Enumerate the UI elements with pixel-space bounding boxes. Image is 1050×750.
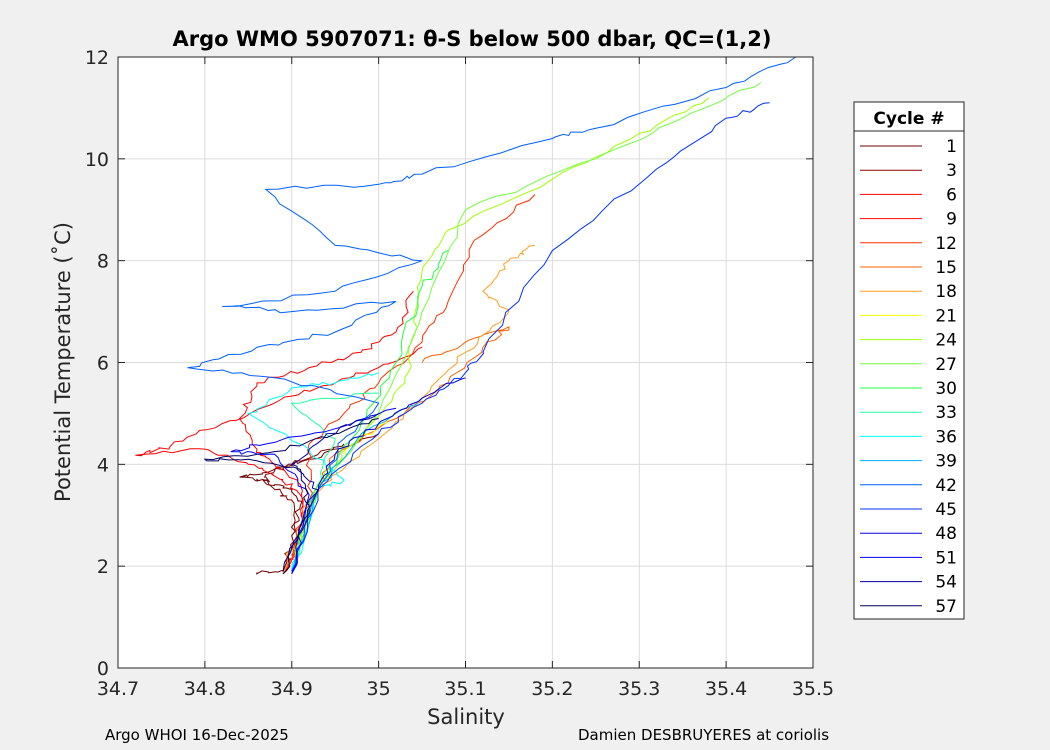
legend-label-cycle-42: 42 [935, 476, 957, 496]
x-tick-label: 35.3 [618, 678, 660, 700]
legend-label-cycle-21: 21 [935, 306, 957, 326]
legend-label-cycle-36: 36 [935, 427, 957, 447]
series-line-cycle-6 [135, 346, 423, 575]
y-tick-label: 8 [97, 251, 109, 273]
legend-label-cycle-1: 1 [946, 137, 957, 157]
legend-label-cycle-9: 9 [946, 210, 957, 230]
legend-label-cycle-27: 27 [935, 355, 957, 375]
legend-label-cycle-48: 48 [935, 524, 957, 544]
x-tick-label: 35.4 [705, 678, 747, 700]
series-line-cycle-57 [203, 418, 379, 575]
y-axis-label: Potential Temperature (˚C) [51, 222, 75, 502]
y-tick-label: 6 [97, 353, 109, 375]
x-tick-label: 35 [367, 678, 391, 700]
series-line-cycle-9 [238, 290, 414, 575]
y-tick-label: 4 [97, 454, 109, 476]
legend-label-cycle-3: 3 [946, 161, 957, 181]
legend-label-cycle-54: 54 [935, 573, 957, 593]
series-line-cycle-48 [291, 377, 466, 575]
series-line-cycle-36 [246, 372, 379, 572]
y-tick-label: 0 [97, 658, 109, 680]
legend-label-cycle-6: 6 [946, 185, 957, 205]
series-line-cycle-45 [291, 102, 770, 572]
y-tick-label: 2 [97, 556, 109, 578]
x-tick-label: 34.8 [184, 678, 226, 700]
x-tick-label: 35.1 [444, 678, 486, 700]
legend-label-cycle-51: 51 [935, 548, 957, 568]
legend-title: Cycle # [873, 109, 944, 129]
legend-label-cycle-15: 15 [935, 258, 957, 278]
legend-label-cycle-45: 45 [935, 500, 957, 520]
axis-ticks: 34.7 34.8 34.9 35 35.1 35.2 35.3 35.4 35.5 0 2 4 6 8 1… [85, 47, 834, 700]
legend-label-cycle-57: 57 [935, 597, 957, 617]
legend-label-cycle-24: 24 [935, 331, 957, 351]
series-line-cycle-51 [230, 407, 397, 574]
legend-label-cycle-39: 39 [935, 452, 957, 472]
y-tick-label: 10 [85, 149, 109, 171]
series-lines [135, 56, 796, 575]
x-tick-label: 35.5 [792, 678, 834, 700]
legend-label-cycle-18: 18 [935, 282, 957, 302]
series-line-cycle-42 [187, 56, 796, 572]
legend-label-cycle-33: 33 [935, 403, 957, 423]
x-tick-label: 34.9 [271, 678, 313, 700]
chart-title: Argo WMO 5907071: θ-S below 500 dbar, QC… [173, 27, 772, 51]
footer-left: Argo WHOI 16-Dec-2025 [105, 726, 289, 744]
series-line-cycle-54 [282, 412, 379, 572]
series-line-cycle-24 [291, 97, 710, 572]
x-axis-label: Salinity [427, 705, 505, 729]
x-tick-label: 34.7 [97, 678, 139, 700]
y-tick-label: 12 [85, 47, 109, 69]
legend: Cycle # 13691215182124273033363942454851… [853, 101, 965, 620]
series-line-cycle-12 [282, 194, 536, 574]
x-tick-label: 35.2 [531, 678, 573, 700]
legend-label-cycle-12: 12 [935, 234, 957, 254]
legend-label-cycle-30: 30 [935, 379, 957, 399]
footer-right: Damien DESBRUYERES at coriolis [578, 726, 830, 744]
